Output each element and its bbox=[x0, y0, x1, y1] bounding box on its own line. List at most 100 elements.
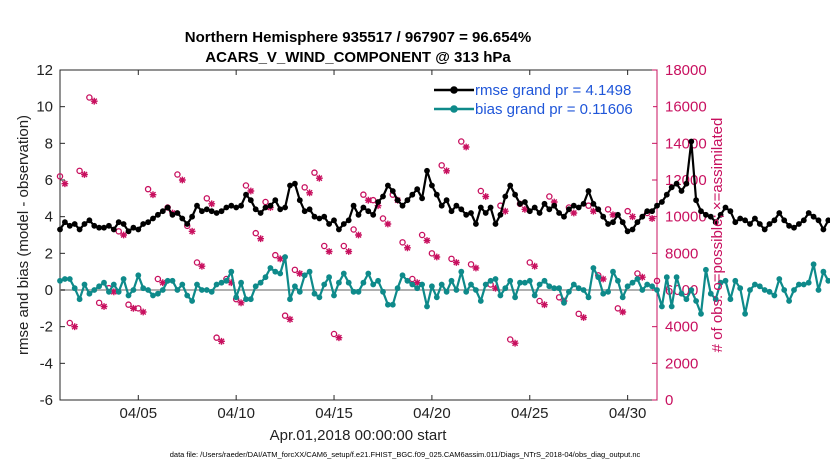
rmse-point bbox=[659, 199, 665, 205]
bias-point bbox=[272, 268, 279, 275]
bias-point bbox=[81, 281, 88, 288]
rmse-point bbox=[590, 200, 597, 207]
bias-point bbox=[130, 287, 137, 293]
rmse-point bbox=[453, 202, 460, 209]
bias-point bbox=[257, 279, 264, 286]
rmse-point bbox=[340, 221, 347, 227]
bias-point bbox=[752, 281, 758, 288]
bias-point bbox=[331, 292, 337, 299]
obs-assimilated-marker bbox=[629, 213, 636, 221]
obs-possible-marker bbox=[399, 239, 406, 246]
rmse-point bbox=[189, 213, 196, 220]
obs-possible-marker bbox=[458, 138, 465, 145]
bias-point bbox=[747, 287, 753, 293]
rmse-point bbox=[81, 221, 88, 227]
rmse-point bbox=[213, 210, 220, 216]
obs-possible-marker bbox=[213, 334, 220, 341]
y2-tick-label: 8000 bbox=[665, 245, 698, 262]
obs-assimilated-marker bbox=[198, 262, 206, 270]
bias-point bbox=[526, 277, 533, 284]
rmse-point bbox=[159, 208, 166, 215]
obs-possible-marker bbox=[634, 270, 641, 277]
bias-point bbox=[57, 277, 63, 284]
obs-possible-marker bbox=[506, 336, 514, 343]
bias-point bbox=[502, 285, 509, 292]
bias-point bbox=[722, 277, 729, 284]
obs-possible-marker bbox=[536, 297, 543, 305]
bias-point bbox=[243, 296, 249, 303]
rmse-point bbox=[135, 226, 142, 233]
obs-possible-marker bbox=[125, 301, 132, 308]
obs-assimilated-marker bbox=[521, 205, 529, 213]
bias-point bbox=[350, 288, 357, 295]
obs-assimilated-marker bbox=[237, 299, 245, 307]
rmse-point bbox=[492, 221, 499, 227]
obs-assimilated-marker bbox=[433, 253, 441, 261]
rmse-point bbox=[282, 204, 288, 211]
bias-point bbox=[135, 272, 142, 279]
bias-point bbox=[282, 254, 288, 260]
rmse-point bbox=[272, 197, 279, 204]
rmse-point bbox=[649, 208, 655, 215]
bias-point bbox=[497, 292, 504, 299]
obs-assimilated-marker bbox=[61, 180, 69, 188]
obs-possible-marker bbox=[477, 187, 485, 195]
obs-assimilated-marker bbox=[227, 279, 235, 287]
bias-point bbox=[707, 290, 714, 297]
obs-possible-marker bbox=[653, 277, 661, 285]
bias-point bbox=[223, 277, 230, 284]
bias-point bbox=[556, 285, 562, 292]
obs-assimilated-marker bbox=[355, 231, 362, 239]
obs-possible-marker bbox=[56, 173, 64, 180]
bias-point bbox=[570, 281, 577, 288]
rmse-point bbox=[267, 202, 274, 209]
rmse-point bbox=[473, 221, 479, 227]
bias-point bbox=[321, 281, 328, 288]
bias-point bbox=[71, 285, 78, 292]
bias-point bbox=[800, 281, 807, 288]
obs-assimilated-marker bbox=[550, 198, 558, 206]
y-tick-label: 6 bbox=[45, 172, 53, 189]
obs-possible-marker bbox=[262, 198, 269, 206]
bias-point bbox=[678, 290, 685, 297]
bias-point bbox=[199, 287, 205, 293]
y-tick-label: 12 bbox=[36, 62, 53, 79]
rmse-point bbox=[536, 210, 543, 216]
obs-assimilated-marker bbox=[130, 304, 137, 312]
rmse-point bbox=[693, 197, 699, 204]
y-tick-label: 0 bbox=[45, 282, 53, 299]
rmse-point bbox=[292, 180, 298, 187]
obs-assimilated-marker bbox=[90, 97, 98, 105]
rmse-point bbox=[732, 219, 739, 226]
obs-possible-marker bbox=[340, 242, 348, 250]
rmse-point bbox=[115, 219, 122, 226]
bias-point bbox=[316, 294, 323, 301]
bias-point bbox=[512, 294, 518, 301]
obs-assimilated-marker bbox=[413, 279, 421, 287]
bias-point bbox=[727, 296, 734, 303]
bias-point bbox=[414, 285, 421, 292]
rmse-point bbox=[512, 191, 518, 198]
obs-assimilated-marker bbox=[531, 262, 539, 270]
bias-point bbox=[292, 283, 298, 290]
rmse-point bbox=[580, 200, 587, 207]
bias-point bbox=[203, 287, 210, 293]
rmse-point bbox=[223, 204, 230, 211]
rmse-point bbox=[717, 211, 724, 218]
rmse-point bbox=[208, 208, 215, 215]
bias-point bbox=[336, 279, 342, 286]
obs-assimilated-marker bbox=[120, 231, 128, 239]
bias-point bbox=[150, 292, 156, 299]
rmse-point bbox=[610, 219, 616, 226]
rmse-point bbox=[252, 206, 259, 213]
rmse-point bbox=[546, 206, 553, 213]
rmse-point bbox=[355, 211, 362, 218]
rmse-point bbox=[815, 217, 822, 224]
bias-point bbox=[355, 288, 362, 295]
rmse-point bbox=[370, 211, 377, 218]
obs-assimilated-marker bbox=[589, 207, 597, 215]
bias-point bbox=[66, 276, 73, 282]
obs-assimilated-marker bbox=[452, 259, 460, 266]
rmse-point bbox=[365, 208, 372, 215]
rmse-point bbox=[140, 221, 147, 227]
